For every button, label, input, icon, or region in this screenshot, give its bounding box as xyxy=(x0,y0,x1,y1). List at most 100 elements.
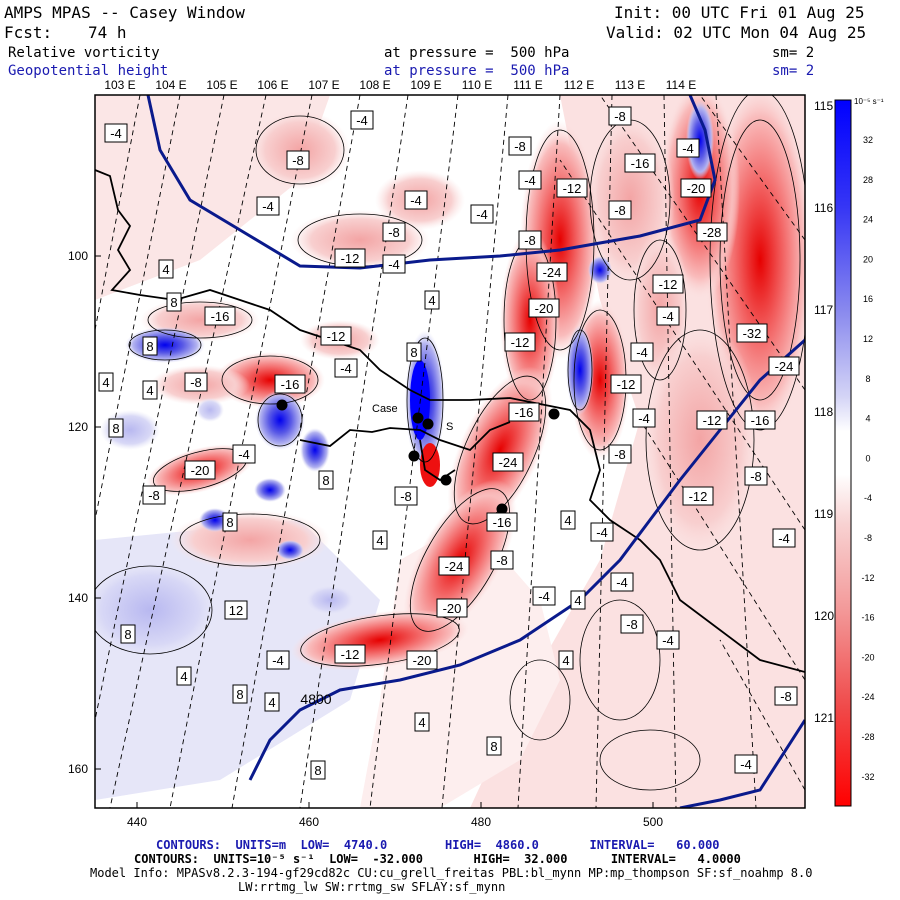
vorticity-label: -4 xyxy=(676,138,700,158)
vorticity-label-text: 8 xyxy=(112,421,119,436)
vorticity-label: -4 xyxy=(656,306,680,326)
vorticity-label-text: -20 xyxy=(535,301,554,316)
colorbar-label: 24 xyxy=(863,215,873,225)
y-axis-tick-labels: 100 120 140 160 xyxy=(68,249,101,776)
vorticity-label: -8 xyxy=(394,486,418,506)
longitude-label: 110 E xyxy=(462,78,492,92)
vorticity-label-text: -20 xyxy=(413,653,432,668)
vorticity-label-text: -4 xyxy=(682,141,694,156)
vorticity-label-text: 4 xyxy=(428,293,435,308)
vorticity-label-text: 4 xyxy=(376,533,383,548)
vorticity-label-text: -16 xyxy=(281,377,300,392)
vorticity-label: -8 xyxy=(774,686,798,706)
vorticity-label-text: -4 xyxy=(662,309,674,324)
height-contours xyxy=(146,95,805,808)
vorticity-label: -8 xyxy=(608,444,632,464)
colorbar-unit: 10⁻⁵ s⁻¹ xyxy=(854,97,884,106)
vorticity-label-text: -16 xyxy=(493,515,512,530)
vorticity-label-text: 4 xyxy=(162,262,169,277)
vorticity-label-text: -4 xyxy=(262,199,274,214)
vorticity-label-text: -8 xyxy=(614,447,626,462)
station-labels: Case S xyxy=(372,403,453,433)
vorticity-label: 4 xyxy=(570,590,586,610)
field1-smoothing: sm= 2 xyxy=(772,45,815,61)
colorbar-label: 20 xyxy=(863,254,873,264)
station-markers xyxy=(276,399,560,515)
vorticity-label-text: 4 xyxy=(564,513,571,528)
vorticity-label-text: -4 xyxy=(662,633,674,648)
vorticity-label: -4 xyxy=(630,342,654,362)
colorbar-label: 4 xyxy=(865,414,870,424)
vorticity-label: 12 xyxy=(224,600,248,620)
colorbar-label: 28 xyxy=(863,175,873,185)
field2-name: Geopotential height xyxy=(8,63,169,79)
y-tick-label: 120 xyxy=(68,420,88,434)
vorticity-label: -4 xyxy=(656,630,680,650)
vorticity-label-text: -12 xyxy=(617,377,636,392)
vorticity-label-text: -8 xyxy=(514,139,526,154)
vorticity-label: 8 xyxy=(232,684,248,704)
colorbar-label: -20 xyxy=(861,652,874,662)
vorticity-label: 4 xyxy=(264,692,280,712)
colorbar-label: 8 xyxy=(865,374,870,384)
vorticity-label: -8 xyxy=(286,150,310,170)
vorticity-label-text: -16 xyxy=(751,413,770,428)
vorticity-label-text: -8 xyxy=(148,488,160,503)
vorticity-label-text: 8 xyxy=(170,295,177,310)
longitude-label: 105 E xyxy=(206,78,237,92)
vorticity-label-text: 4 xyxy=(574,593,581,608)
vorticity-label: -20 xyxy=(184,460,216,480)
vorticity-label-text: -12 xyxy=(341,647,360,662)
vorticity-label: -12 xyxy=(334,248,366,268)
vorticity-label-text: -4 xyxy=(616,575,628,590)
vorticity-label: 4 xyxy=(558,650,574,670)
longitude-label: 106 E xyxy=(257,78,288,92)
vorticity-label: -20 xyxy=(436,598,468,618)
vorticity-label: -4 xyxy=(632,408,656,428)
longitude-label: 113 E xyxy=(615,78,645,92)
vorticity-label: -24 xyxy=(438,556,470,576)
vorticity-label-text: 8 xyxy=(146,339,153,354)
vorticity-label: -32 xyxy=(736,323,768,343)
vorticity-label: -4 xyxy=(334,358,358,378)
colorbar-label: 16 xyxy=(863,294,873,304)
longitude-label: 109 E xyxy=(410,78,441,92)
station-label: Case xyxy=(372,403,398,415)
vorticity-label: -20 xyxy=(406,650,438,670)
vorticity-label-text: 4 xyxy=(418,715,425,730)
colorbar: 10⁻⁵ s⁻¹ 32 28 24 20 16 12 8 4 0 -4 -8 -12 -16 -20 -24… xyxy=(834,97,884,807)
colorbar-label: 12 xyxy=(863,334,873,344)
vorticity-label-text: -8 xyxy=(496,553,508,568)
vorticity-label-text: -28 xyxy=(703,225,722,240)
vorticity-label-text: -20 xyxy=(191,463,210,478)
vorticity-label: -4 xyxy=(518,170,542,190)
longitude-label: 108 E xyxy=(359,78,390,92)
vorticity-label: 4 xyxy=(414,712,430,732)
vorticity-label-text: -8 xyxy=(190,375,202,390)
longitude-label: 107 E xyxy=(308,78,339,92)
longitude-label: 103 E xyxy=(104,78,135,92)
vorticity-label: -8 xyxy=(744,466,768,486)
colorbar-label: -28 xyxy=(861,732,874,742)
vorticity-label-text: -4 xyxy=(410,193,422,208)
vorticity-label-text: -20 xyxy=(443,601,462,616)
x-tick-label: 480 xyxy=(471,815,491,829)
colorbar-label: -8 xyxy=(864,533,872,543)
vorticity-label: 8 xyxy=(310,760,326,780)
vorticity-label: 8 xyxy=(406,342,422,362)
vorticity-label-text: -24 xyxy=(775,359,794,374)
vorticity-label-text: 8 xyxy=(124,627,131,642)
vorticity-label: -8 xyxy=(382,222,406,242)
vorticity-label: -4 xyxy=(232,444,256,464)
field2-smoothing: sm= 2 xyxy=(772,63,815,79)
vorticity-label: -16 xyxy=(486,512,518,532)
vorticity-label: 8 xyxy=(222,512,238,532)
vorticity-label: -4 xyxy=(266,650,290,670)
vorticity-label: -4 xyxy=(256,196,280,216)
vorticity-label: -12 xyxy=(610,374,642,394)
vorticity-label: -8 xyxy=(490,550,514,570)
vorticity-label-text: -24 xyxy=(445,559,464,574)
vorticity-label-text: -12 xyxy=(689,489,708,504)
